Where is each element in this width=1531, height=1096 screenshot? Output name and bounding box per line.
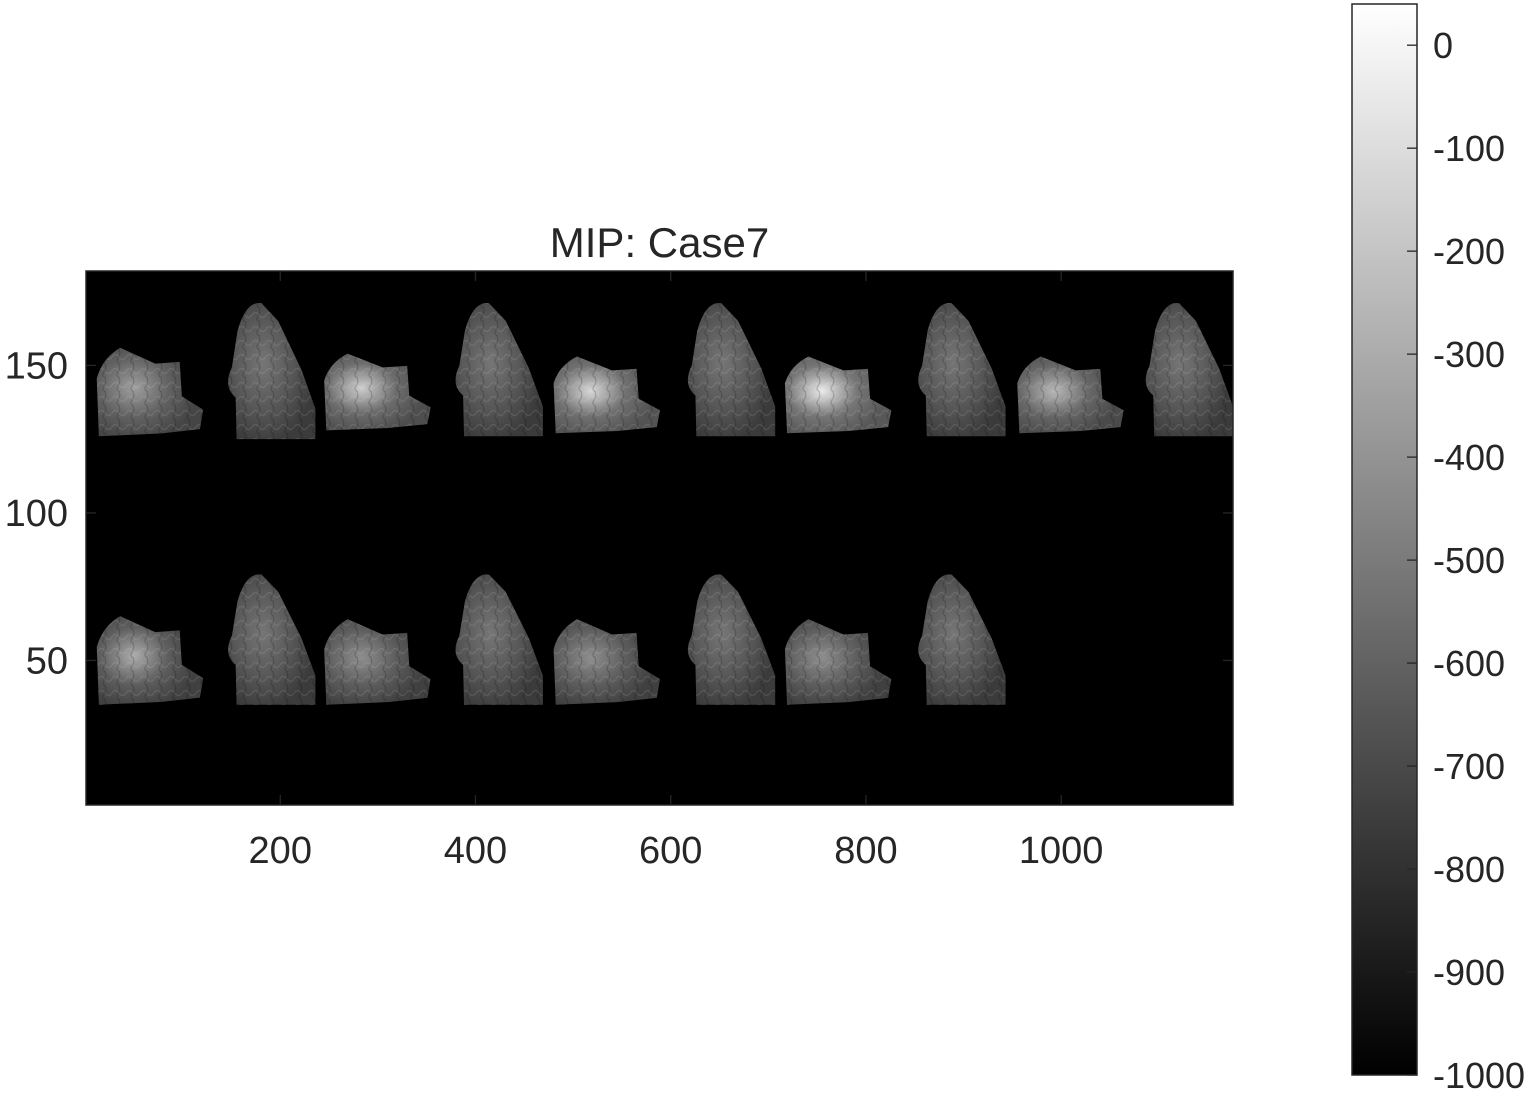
y-tick-label: 50 xyxy=(26,640,68,682)
tissue-texture xyxy=(228,303,316,440)
tissue-texture xyxy=(687,302,776,437)
tissue-texture xyxy=(1017,356,1124,434)
image-tile xyxy=(784,619,892,705)
y-tick-label: 150 xyxy=(5,345,68,387)
tissue-texture xyxy=(455,302,543,437)
colorbar-tick-label: -500 xyxy=(1433,540,1505,581)
tissue-texture xyxy=(918,574,1006,705)
tissue-texture xyxy=(784,356,892,434)
image-tile xyxy=(96,347,204,437)
image-tile xyxy=(228,574,316,705)
colorbar-tick-label: -200 xyxy=(1433,231,1505,272)
tissue-texture xyxy=(96,616,204,705)
colorbar-tick-label: -700 xyxy=(1433,746,1505,787)
colorbar-tick-label: -100 xyxy=(1433,128,1505,169)
image-tile xyxy=(553,356,660,434)
chart-title: MIP: Case7 xyxy=(550,219,769,266)
tissue-texture xyxy=(324,619,431,705)
tissue-texture xyxy=(324,353,431,431)
colorbar-tick-label: -400 xyxy=(1433,437,1505,478)
x-tick-label: 800 xyxy=(834,830,897,872)
colorbar-tick-label: 0 xyxy=(1433,25,1453,66)
image-tile xyxy=(455,574,543,705)
image-tile xyxy=(553,619,660,705)
tissue-texture xyxy=(918,302,1006,437)
image-tile xyxy=(1017,356,1124,434)
image-tile xyxy=(455,302,543,437)
image-tile xyxy=(1145,302,1233,437)
image-tile xyxy=(96,616,204,705)
plot-area: 200 400 600 800 1000 50 100 150 xyxy=(5,270,1234,872)
tissue-texture xyxy=(455,574,543,705)
colorbar-tick-label: -600 xyxy=(1433,643,1505,684)
tissue-texture xyxy=(553,619,660,705)
tissue-texture xyxy=(687,574,776,705)
x-tick-label: 400 xyxy=(444,830,507,872)
tissue-texture xyxy=(1145,302,1233,437)
image-tile xyxy=(784,356,892,434)
colorbar-gradient xyxy=(1351,3,1418,1076)
colorbar: 0 -100 -200 -300 -400 -500 -600 -700 -800 -900 -10… xyxy=(1351,3,1525,1096)
image-tile xyxy=(687,574,776,705)
image-tile xyxy=(687,302,776,437)
colorbar-tick-label: -800 xyxy=(1433,849,1505,890)
x-tick-label: 600 xyxy=(639,830,702,872)
image-tile xyxy=(918,574,1006,705)
colorbar-tick-label: -300 xyxy=(1433,334,1505,375)
image-tile xyxy=(228,303,316,440)
tissue-texture xyxy=(553,356,660,434)
x-tick-label: 200 xyxy=(249,830,312,872)
image-tile xyxy=(324,619,431,705)
image-tile xyxy=(918,302,1006,437)
x-tick-label: 1000 xyxy=(1019,830,1104,872)
axes-frame xyxy=(85,270,1234,806)
tissue-texture xyxy=(228,574,316,705)
y-tick-label: 100 xyxy=(5,493,68,535)
tissue-texture xyxy=(784,619,892,705)
colorbar-tick-label: -1000 xyxy=(1433,1055,1525,1091)
image-tile xyxy=(324,353,431,431)
colorbar-tick-label: -900 xyxy=(1433,952,1505,993)
tissue-texture xyxy=(96,347,204,437)
image-tiles xyxy=(96,302,1233,705)
